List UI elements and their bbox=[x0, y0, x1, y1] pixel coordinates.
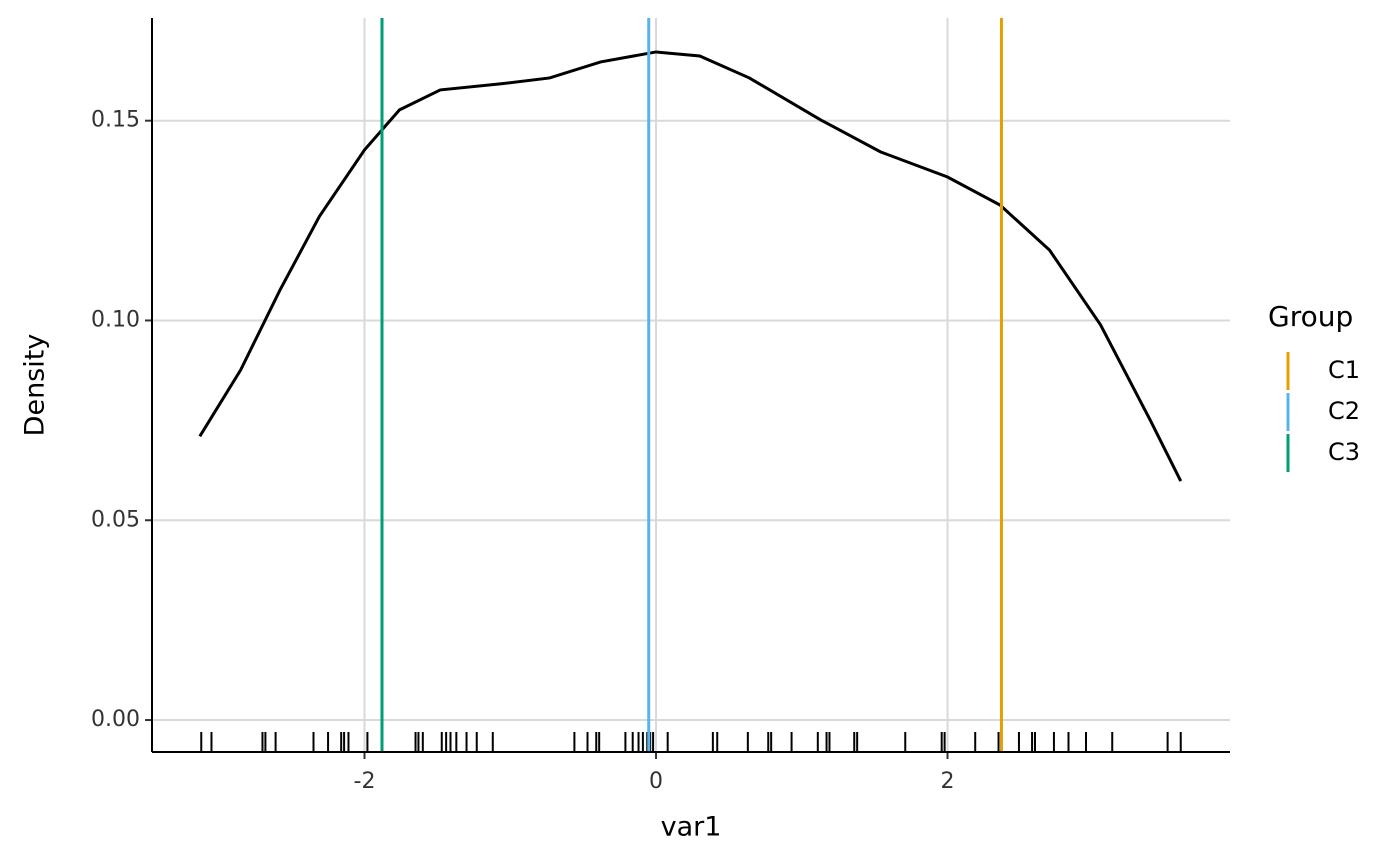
legend-title: Group bbox=[1268, 300, 1353, 333]
y-tick-label: 0.15 bbox=[91, 108, 140, 133]
y-tick-label: 0.10 bbox=[91, 307, 140, 332]
x-tick-label: 0 bbox=[649, 769, 663, 794]
x-tick-label: -2 bbox=[354, 769, 376, 794]
legend-label: C3 bbox=[1328, 438, 1360, 466]
y-axis-title: Density bbox=[20, 334, 51, 437]
y-tick-label: 0.05 bbox=[91, 507, 140, 532]
y-tick-label: 0.00 bbox=[91, 707, 140, 732]
legend-label: C2 bbox=[1328, 397, 1360, 425]
legend-label: C1 bbox=[1328, 356, 1360, 384]
density-curve bbox=[198, 50, 1183, 482]
x-tick-label: 2 bbox=[941, 769, 955, 794]
x-axis-title: var1 bbox=[661, 812, 722, 843]
